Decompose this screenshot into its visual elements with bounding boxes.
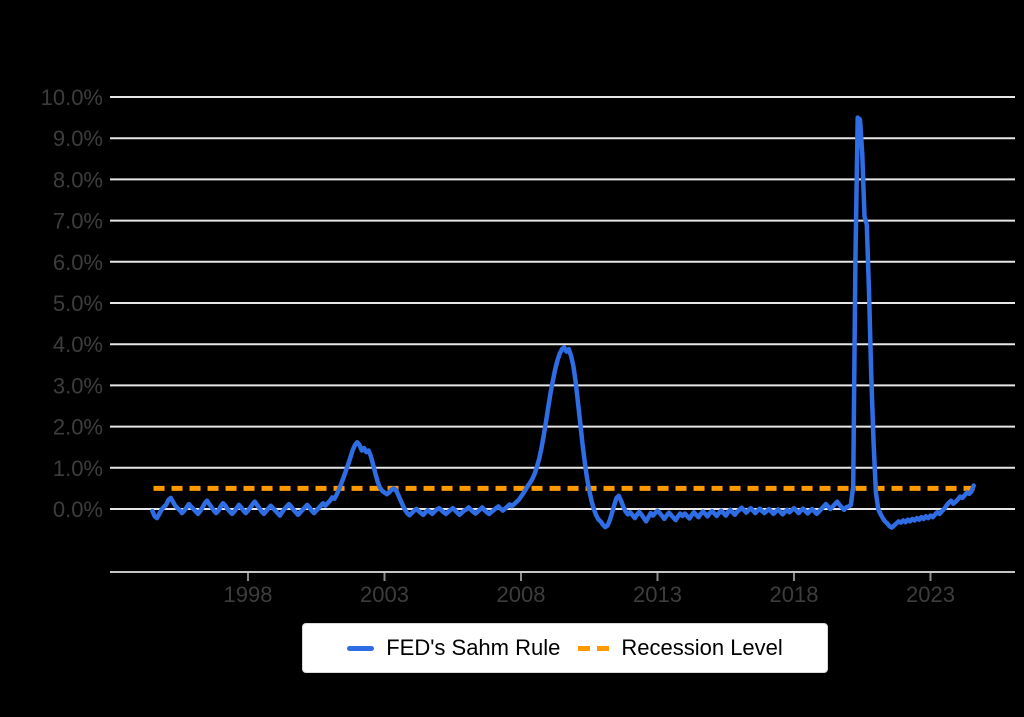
- x-tick-label: 1998: [224, 582, 273, 607]
- recession-line-swatch-icon: [578, 645, 610, 651]
- y-tick-label: 8.0%: [53, 167, 103, 192]
- y-tick-label: 4.0%: [53, 332, 103, 357]
- x-tick-label: 2003: [360, 582, 409, 607]
- y-tick-label: 6.0%: [53, 250, 103, 275]
- y-tick-label: 10.0%: [41, 85, 103, 110]
- legend-item-sahm: FED's Sahm Rule: [347, 635, 560, 661]
- x-tick-label: 2008: [497, 582, 546, 607]
- legend-item-recession: Recession Level: [578, 635, 783, 661]
- y-tick-label: 1.0%: [53, 456, 103, 481]
- y-tick-label: 0.0%: [53, 497, 103, 522]
- x-tick-label: 2023: [906, 582, 955, 607]
- sahm-line-swatch-icon: [347, 645, 375, 651]
- x-tick-label: 2018: [770, 582, 819, 607]
- legend-label-sahm: FED's Sahm Rule: [386, 635, 561, 660]
- y-tick-label: 9.0%: [53, 126, 103, 151]
- y-tick-label: 3.0%: [53, 373, 103, 398]
- sahm-rule-line: [150, 115, 976, 530]
- y-tick-label: 2.0%: [53, 415, 103, 440]
- legend: FED's Sahm Rule Recession Level: [302, 623, 828, 673]
- legend-label-recession: Recession Level: [621, 635, 783, 660]
- y-tick-label: 5.0%: [53, 291, 103, 316]
- x-tick-label: 2013: [633, 582, 682, 607]
- y-tick-label: 7.0%: [53, 209, 103, 234]
